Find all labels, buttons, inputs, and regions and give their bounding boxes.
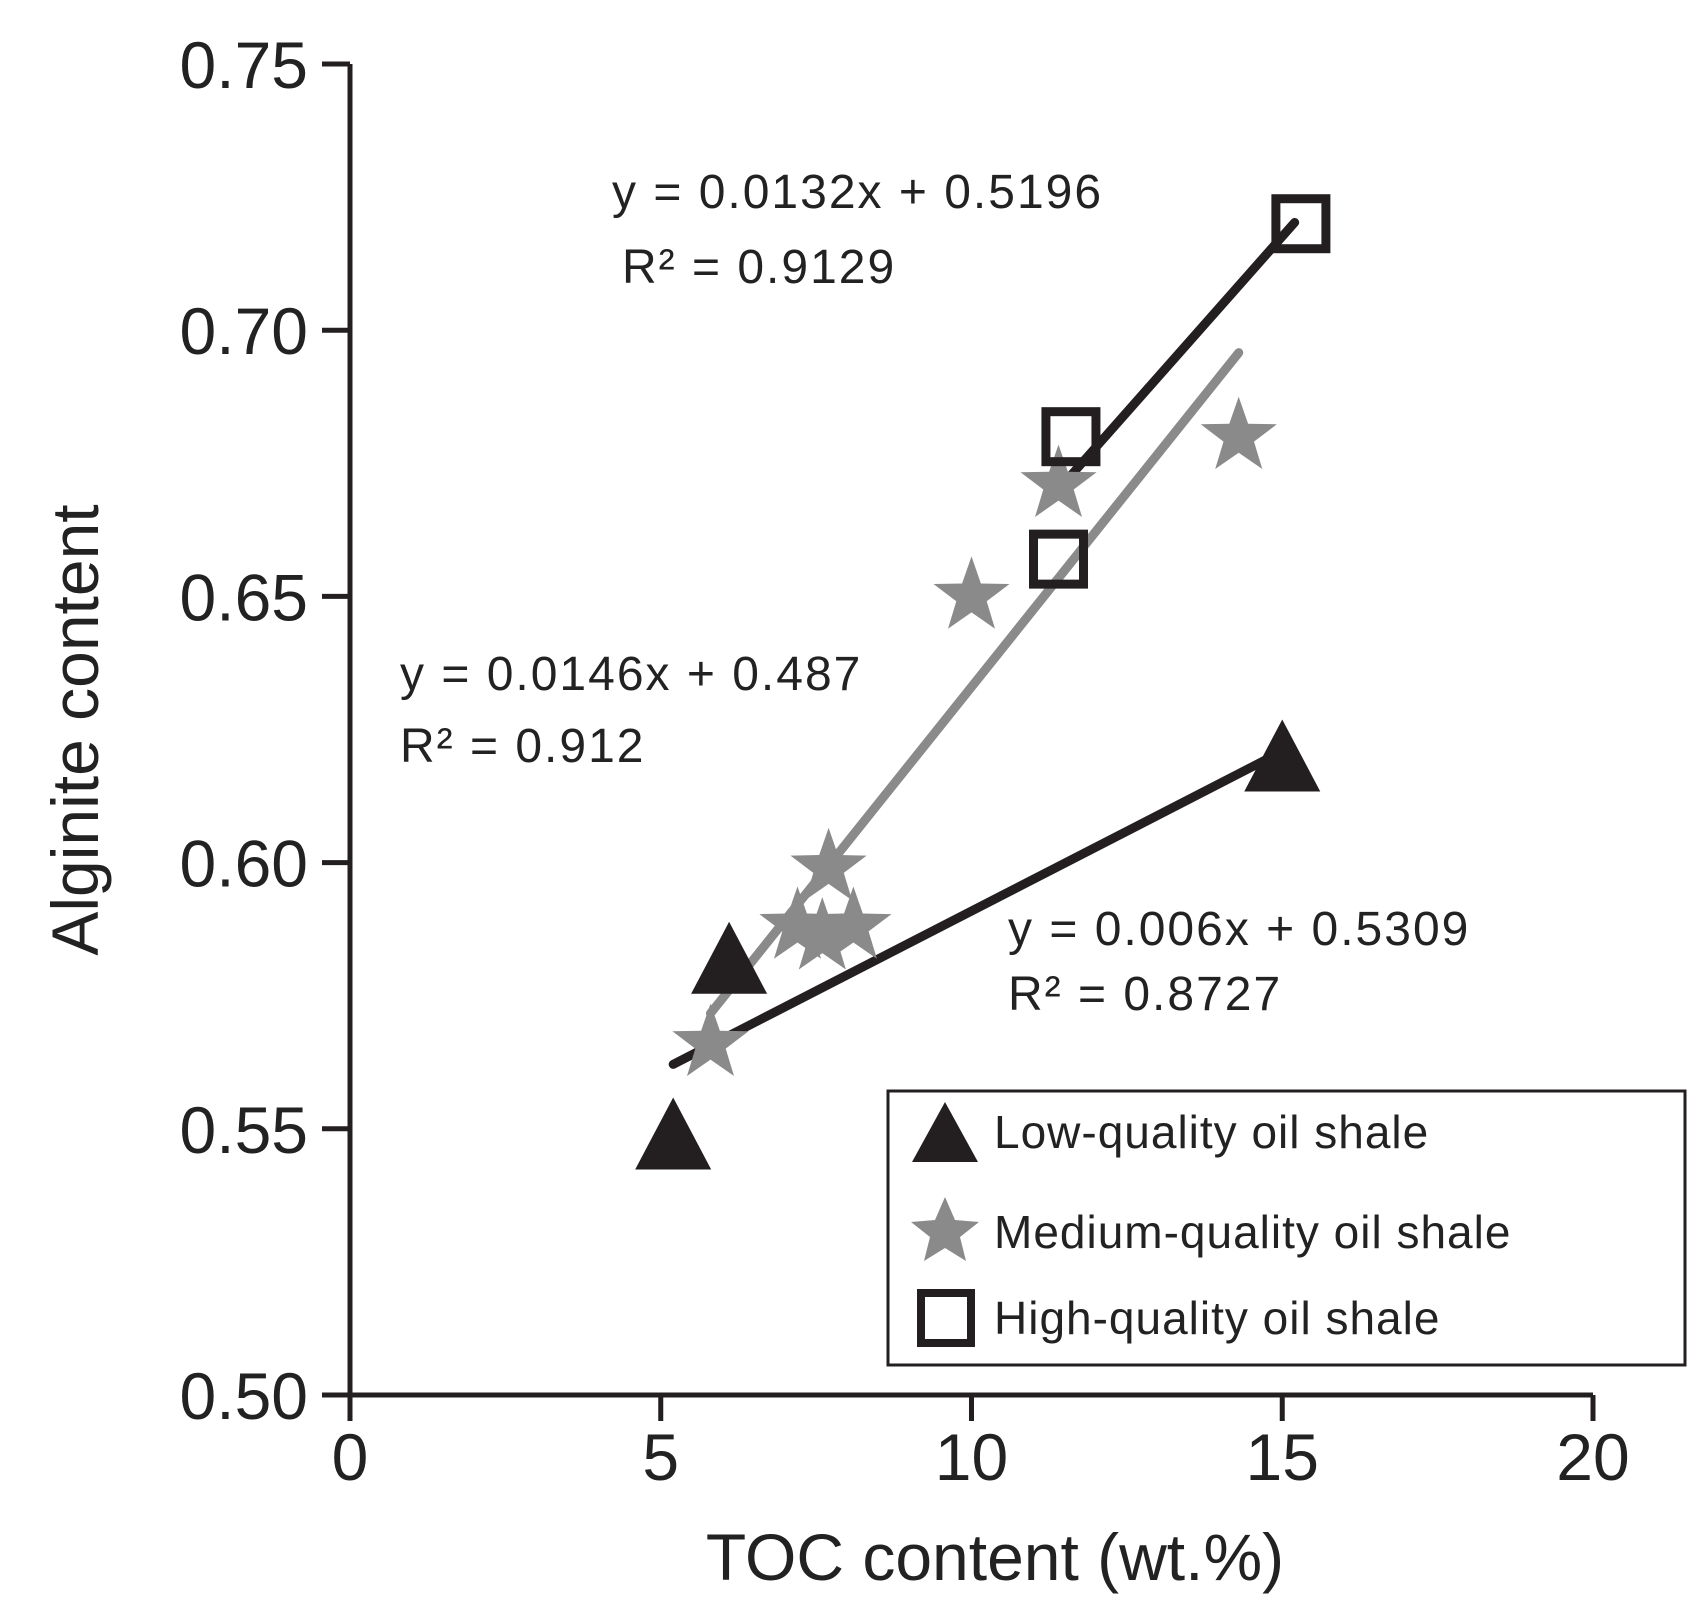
y-tick-label: 0.70 [180, 294, 308, 368]
equation-low: y = 0.006x + 0.5309 R² = 0.8727 [1008, 903, 1470, 1021]
legend-label-low: Low-quality oil shale [994, 1106, 1429, 1158]
fit-line-high [1066, 217, 1300, 480]
y-ticks: 0.50 0.55 0.60 0.65 0.70 0.75 [180, 28, 350, 1433]
y-tick-label: 0.50 [180, 1359, 308, 1433]
medium-quality-point [672, 1003, 749, 1076]
legend-item-high: High-quality oil shale [917, 1289, 1440, 1347]
legend-square-icon [917, 1289, 975, 1347]
x-tick-label: 10 [935, 1420, 1008, 1494]
equation-medium-fit: y = 0.0146x + 0.487 [400, 648, 862, 701]
legend-label-medium: Medium-quality oil shale [994, 1206, 1511, 1258]
x-tick-label: 20 [1556, 1420, 1629, 1494]
medium-quality-point [759, 886, 836, 959]
high-quality-point [1041, 407, 1101, 467]
low-quality-point [1244, 719, 1321, 792]
data-points [635, 194, 1331, 1170]
medium-quality-point [933, 556, 1010, 629]
medium-quality-point [790, 827, 867, 901]
medium-quality-point [815, 886, 892, 959]
x-tick-label: 15 [1246, 1420, 1319, 1494]
legend-box [886, 1089, 1687, 1367]
legend-label-high: High-quality oil shale [994, 1292, 1440, 1344]
equation-high-r2: R² = 0.9129 [622, 241, 896, 294]
equation-high-fit: y = 0.0132x + 0.5196 [612, 166, 1103, 219]
x-ticks: 0 5 10 15 20 [332, 1395, 1630, 1494]
equation-high: y = 0.0132x + 0.5196 R² = 0.9129 [612, 166, 1103, 294]
y-tick-label: 0.65 [180, 560, 308, 634]
legend-item-low: Low-quality oil shale [912, 1102, 1429, 1162]
equation-low-fit: y = 0.006x + 0.5309 [1008, 903, 1470, 956]
legend-star-icon [911, 1197, 979, 1261]
high-quality-point [1029, 529, 1089, 589]
medium-quality-point [1020, 444, 1097, 517]
medium-quality-point [1200, 396, 1277, 469]
equation-low-r2: R² = 0.8727 [1008, 968, 1282, 1021]
x-tick-label: 5 [642, 1420, 679, 1494]
x-axis-title: TOC content (wt.%) [706, 1520, 1284, 1594]
legend-triangle-icon [912, 1102, 978, 1162]
y-tick-label: 0.55 [180, 1093, 308, 1167]
y-axis-title: Alginite content [38, 504, 112, 955]
equation-medium: y = 0.0146x + 0.487 R² = 0.912 [400, 648, 862, 773]
legend-item-medium: Medium-quality oil shale [911, 1197, 1511, 1261]
legend: Low-quality oil shale Medium-quality oil… [886, 1089, 1687, 1367]
medium-quality-point [784, 897, 861, 970]
high-quality-point [1271, 194, 1331, 254]
low-quality-point [635, 1097, 712, 1170]
low-quality-point [691, 921, 768, 994]
y-tick-label: 0.75 [180, 28, 308, 102]
x-tick-label: 0 [332, 1420, 369, 1494]
fit-line-low [668, 746, 1287, 1069]
axes: 0.50 0.55 0.60 0.65 0.70 0.75 0 5 10 15 20 [180, 28, 1630, 1494]
y-tick-label: 0.60 [180, 827, 308, 901]
equation-medium-r2: R² = 0.912 [400, 720, 645, 773]
